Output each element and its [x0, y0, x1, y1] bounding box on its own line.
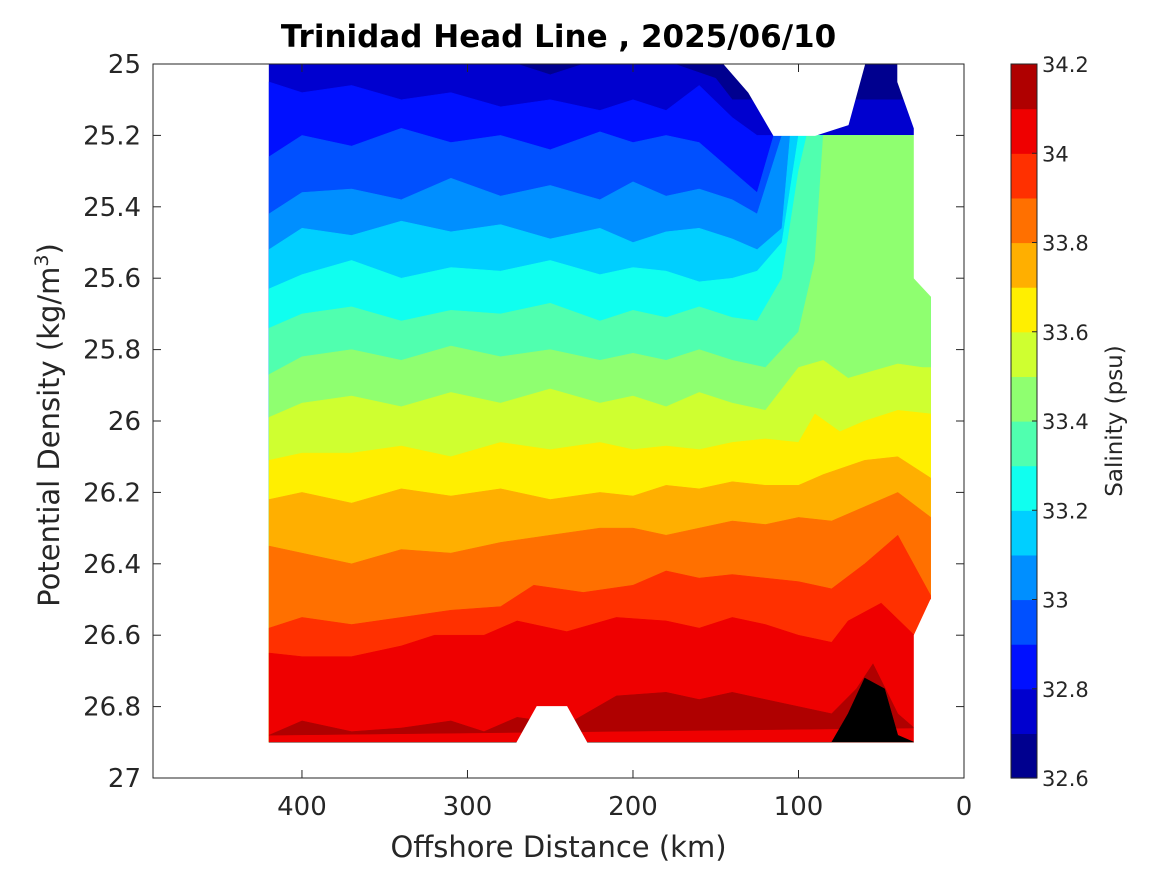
- contour-band: [268, 677, 931, 743]
- colorbar-tick-label: 33.4: [1042, 410, 1089, 434]
- colorbar-segment: [1011, 376, 1037, 422]
- contour-band: [268, 663, 915, 736]
- colorbar-segment: [1011, 421, 1037, 467]
- contour-fill-layer: [268, 64, 931, 743]
- y-tick-label: 25.2: [83, 121, 141, 151]
- colorbar-tick-label: 33: [1042, 589, 1069, 613]
- colorbar-tick-label: 32.6: [1042, 767, 1089, 791]
- y-axis-label-superscript: 3: [31, 254, 53, 266]
- chart-title: Trinidad Head Line , 2025/06/10: [281, 19, 836, 55]
- colorbar-segment: [1011, 197, 1037, 244]
- no-data-region: [723, 64, 866, 136]
- colorbar-segment: [1011, 644, 1037, 690]
- no-data-region: [913, 599, 932, 743]
- y-tick-label: 25.6: [83, 264, 141, 294]
- colorbar-label: Salinity (psu): [1102, 345, 1128, 497]
- y-tick-label: 26.8: [83, 693, 141, 723]
- x-tick-label: 300: [443, 792, 493, 822]
- y-tick-label: 27: [108, 764, 141, 794]
- colorbar-segment: [1011, 287, 1037, 333]
- x-tick-label: 0: [956, 792, 973, 822]
- y-tick-label: 26.6: [83, 621, 141, 651]
- x-tick-label: 400: [277, 792, 327, 822]
- colorbar-segment: [1011, 599, 1037, 645]
- colorbar-tick-label: 32.8: [1042, 678, 1089, 702]
- x-tick-label: 100: [774, 792, 824, 822]
- colorbar-tick-label: 33.8: [1042, 232, 1089, 256]
- y-tick-label: 25.8: [83, 336, 141, 366]
- y-tick-label: 26.4: [83, 550, 141, 580]
- colorbar: 32.6 32.8 33 33.2 33.4 33.6 33.8 34 34.2: [1010, 53, 1089, 791]
- colorbar-segment: [1011, 108, 1037, 154]
- colorbar-tick-label: 33.2: [1042, 499, 1089, 523]
- y-tick-label: 26.2: [83, 478, 141, 508]
- y-axis-label-end: ): [32, 243, 66, 254]
- colorbar-tick-label: 33.6: [1042, 321, 1089, 345]
- y-axis-label-main: Potential Density (kg/m: [32, 267, 66, 607]
- x-axis: 400 300 200 100 0: [277, 64, 972, 822]
- colorbar-segment: [1011, 510, 1037, 556]
- colorbar-segment: [1011, 465, 1037, 511]
- y-tick-label: 25: [108, 50, 141, 80]
- x-axis-label: Offshore Distance (km): [390, 830, 726, 864]
- colorbar-segment: [1011, 554, 1037, 601]
- colorbar-segment: [1011, 733, 1037, 779]
- colorbar-segment: [1011, 64, 1037, 110]
- plot-area: [152, 63, 965, 779]
- colorbar-tick-label: 34.2: [1042, 53, 1089, 77]
- y-axis-label: Potential Density (kg/m3): [31, 243, 66, 607]
- colorbar-segment: [1011, 153, 1037, 199]
- no-data-region: [897, 64, 932, 298]
- no-data-region: [516, 706, 588, 743]
- colorbar-segment: [1011, 331, 1037, 377]
- y-tick-label: 26: [108, 407, 141, 437]
- y-axis: 25 25.2 25.4 25.6 25.8 26 26.2 26.4 26.6 26.8 27: [83, 50, 964, 794]
- y-tick-label: 25.4: [83, 193, 141, 223]
- x-tick-label: 200: [608, 792, 658, 822]
- colorbar-segment: [1011, 688, 1037, 734]
- no-data-mask-layer: [516, 64, 932, 743]
- colorbar-tick-label: 34: [1042, 142, 1069, 166]
- colorbar-segment: [1011, 242, 1037, 288]
